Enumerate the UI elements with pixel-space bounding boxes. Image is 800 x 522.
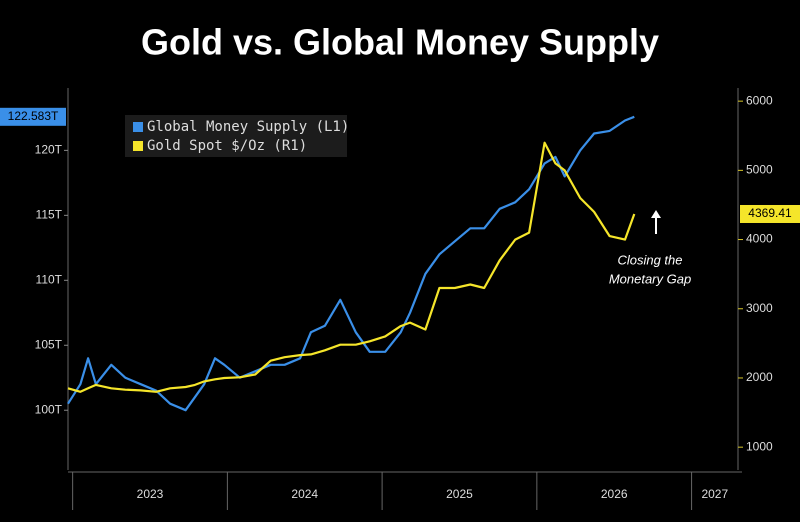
x-tick-label: 2026 — [601, 487, 628, 501]
y2-tick-label: 4000 — [746, 232, 773, 246]
x-tick-label: 2025 — [446, 487, 473, 501]
y-tick-label: 100T — [35, 402, 63, 416]
y2-tick-label: 3000 — [746, 301, 773, 315]
last-value-label: 4369.41 — [748, 206, 792, 220]
x-tick-label: 2023 — [137, 487, 164, 501]
y-tick-label: 105T — [35, 337, 63, 351]
y-tick-label: 120T — [35, 143, 63, 157]
y2-tick-label: 5000 — [746, 163, 773, 177]
y2-tick-label: 2000 — [746, 370, 773, 384]
y2-tick-label: 6000 — [746, 93, 773, 107]
y-tick-label: 110T — [36, 272, 63, 286]
last-value-label: 122.583T — [8, 109, 59, 123]
legend-swatch — [133, 122, 143, 132]
legend-box — [125, 115, 347, 157]
series-line — [67, 141, 636, 393]
legend-label: Gold Spot $/Oz (R1) — [147, 138, 307, 154]
y-tick-label: 115T — [36, 208, 63, 222]
x-tick-label: 2024 — [291, 487, 318, 501]
annotation: Monetary Gap — [609, 271, 691, 286]
legend-swatch — [133, 141, 143, 151]
chart-title: Gold vs. Global Money Supply — [141, 22, 659, 63]
y2-tick-label: 1000 — [746, 439, 773, 453]
annotation: Closing the — [617, 252, 682, 267]
last-value-box — [740, 204, 800, 223]
annotation-arrowhead — [651, 210, 661, 218]
legend-label: Global Money Supply (L1) — [147, 119, 349, 135]
last-value-box — [0, 107, 66, 126]
x-tick-label: 2027 — [701, 487, 728, 501]
